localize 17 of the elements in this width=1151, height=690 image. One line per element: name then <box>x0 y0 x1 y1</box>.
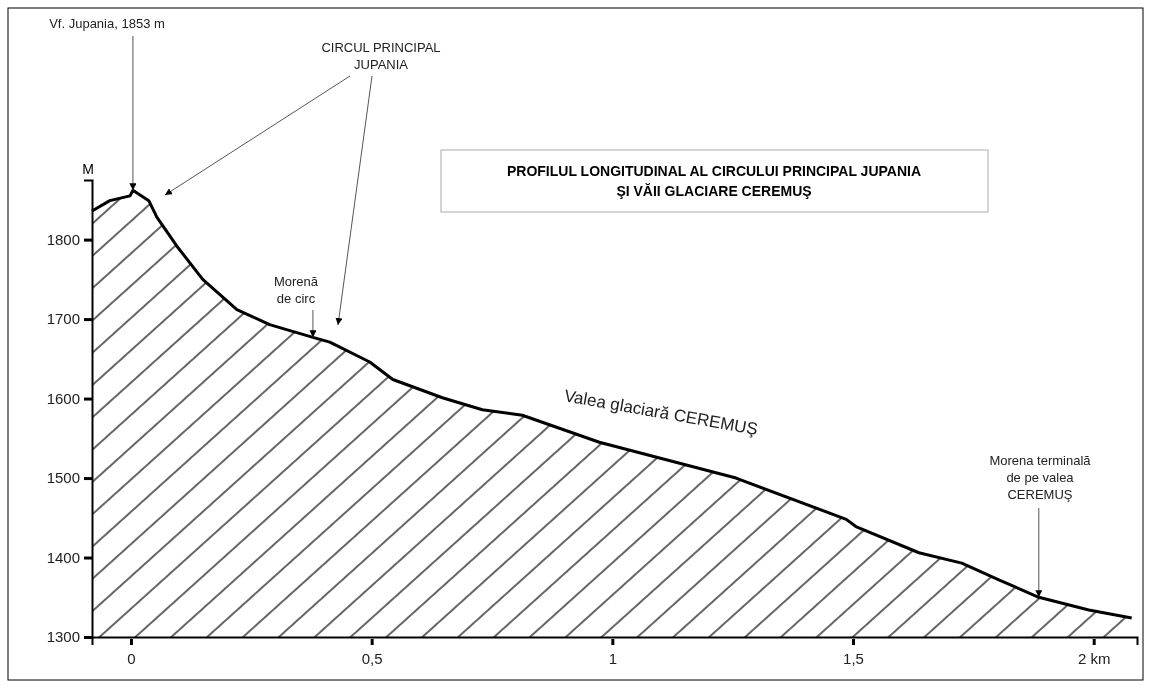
text: CIRCUL PRINCIPAL JUPANIA <box>321 40 441 72</box>
y-axis-title: M <box>82 161 94 177</box>
annotation: Morena terminală de pe valea CEREMUŞ <box>989 453 1092 502</box>
x-tick-label: 0,5 <box>361 649 383 667</box>
y-tick-label: 1400 <box>46 548 80 566</box>
annotation: Vf. Jupania, 1853 m <box>49 16 165 31</box>
x-tick-label: 2 km <box>1077 649 1111 667</box>
y-tick-label: 1800 <box>46 230 80 248</box>
y-tick-label: 1700 <box>46 310 80 328</box>
chart-title: PROFILUL LONGITUDINAL AL CIRCULUI PRINCIPAL JUPANIA ŞI VĂII GLACIARE CEREMUŞ <box>506 163 922 199</box>
y-tick-label: 1600 <box>46 389 80 407</box>
y-tick-label: 1500 <box>46 469 80 487</box>
y-tick-label: 1300 <box>46 628 80 646</box>
annotation: Morenă de circ <box>273 274 319 306</box>
x-tick-label: 0 <box>127 649 136 667</box>
x-tick-label: 1 <box>608 649 618 667</box>
x-tick-label: 1,5 <box>843 649 864 667</box>
